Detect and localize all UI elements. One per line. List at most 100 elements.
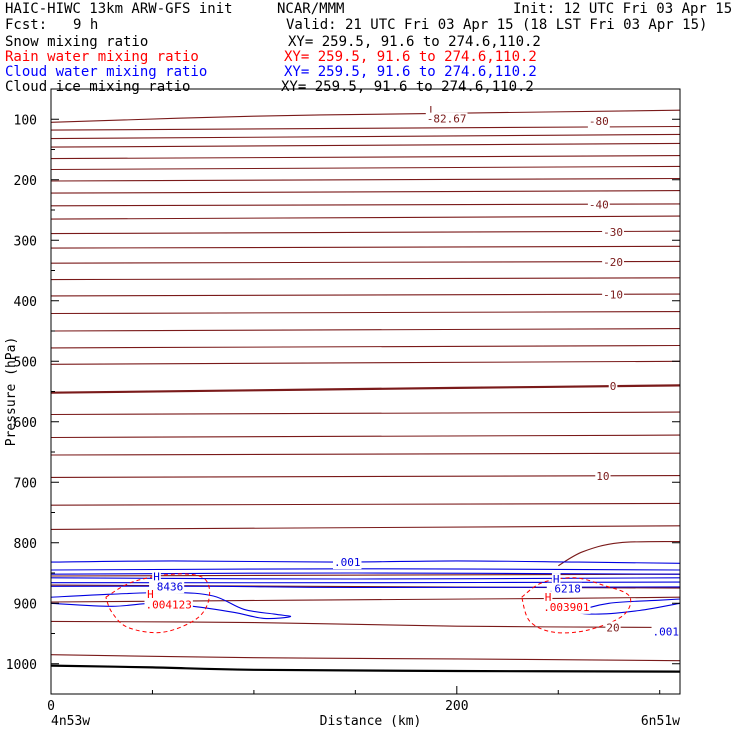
y-tick-label-600: 600 (14, 416, 37, 431)
annotation-temp-5: -20 (603, 256, 623, 269)
y-tick-label-1000: 1000 (6, 658, 37, 673)
annotation-temp-0: L (429, 104, 436, 117)
annotation-cloud-11: .8436 (150, 580, 183, 593)
snow-contour (51, 664, 680, 673)
annotation-bg-1 (425, 112, 468, 126)
annotation-bg-9 (605, 621, 621, 635)
isotherm-8 (51, 203, 680, 207)
isotherm-4 (51, 155, 680, 160)
isotherm-14 (51, 293, 680, 297)
annotation-bg-7 (608, 380, 618, 394)
cloud-water-contour-2 (51, 572, 680, 575)
y-tick-label-900: 900 (14, 597, 37, 612)
annotation-cloud-15: H (553, 573, 560, 586)
field-cloud-water-xy: XY= 259.5, 91.6 to 274.6,110.2 (284, 64, 537, 80)
y-tick-label-700: 700 (14, 476, 37, 491)
field-snow-name: Snow mixing ratio (5, 34, 149, 50)
isotherm-30 (51, 620, 680, 629)
annotation-bg-11 (149, 580, 185, 594)
isotherm-27 (51, 573, 680, 577)
annotation-bg-4 (602, 225, 624, 239)
annotation-cloud-10: H (153, 571, 160, 584)
isotherm-15 (51, 311, 680, 315)
annotation-bg-14 (332, 556, 362, 570)
annotation-temp-4: -30 (603, 226, 623, 239)
annotation-temp-8: 10 (596, 470, 609, 483)
annotation-layer: L-82.67 -80-40-30-20-1001020H.8436H.00412… (144, 104, 681, 639)
annotation-temp-9: 20 (606, 621, 619, 634)
isotherm-10 (51, 230, 680, 235)
annotation-bg-0 (428, 104, 438, 118)
field-cloud-ice-xy: XY= 259.5, 91.6 to 274.6,110.2 (281, 79, 534, 95)
isotherm-26 (558, 540, 680, 567)
annotation-cloud-14: .001 (334, 556, 361, 569)
field-rain-xy: XY= 259.5, 91.6 to 274.6,110.2 (284, 49, 537, 65)
field-cloud-water-name: Cloud water mixing ratio (5, 64, 208, 80)
isotherm-2 (51, 133, 680, 140)
forecast-hour: 9 h (73, 17, 99, 33)
cloud-water-contour-3 (51, 577, 680, 580)
annotation-rain-18: .003901 (543, 601, 589, 614)
annotation-bg-6 (602, 288, 624, 302)
isotherm-25 (51, 525, 680, 530)
x-tick-label-200: 200 (445, 699, 468, 714)
annotation-bg-12 (146, 588, 155, 602)
cloud-water-contour-1 (51, 568, 680, 571)
endpoint-left-label: 4n53w (51, 714, 90, 729)
isotherm-18 (51, 360, 680, 365)
annotation-bg-18 (542, 600, 591, 614)
annotation-temp-1: -82.67 (427, 113, 467, 126)
isotherm-7 (51, 190, 680, 194)
isotherm-12 (51, 260, 680, 264)
rain-contour-0 (105, 573, 211, 634)
isotherm-19 (51, 384, 680, 394)
field-cloud-ice-name: Cloud ice mixing ratio (5, 79, 191, 95)
init-time: Init: 12 UTC Fri 03 Apr 15 (513, 1, 733, 17)
annotation-temp-2: -80 (589, 115, 609, 128)
isotherm-9 (51, 215, 680, 220)
isotherm-17 (51, 344, 680, 349)
isotherm-5 (51, 165, 680, 171)
isotherm-0 (51, 109, 680, 123)
isotherm-3 (51, 142, 680, 148)
annotation-cloud-16: .6218 (548, 583, 581, 596)
isotherm-13 (51, 277, 680, 281)
plot-header: HAIC-HIWC 13km ARW-GFS init NCAR/MMM Ini… (0, 0, 740, 100)
annotation-bg-16 (546, 582, 582, 596)
endpoint-right-label: 6n51w (641, 714, 680, 729)
cloud-water-contour-4 (51, 581, 680, 584)
org-label: NCAR/MMM (277, 1, 345, 17)
x-tick-label-0: 0 (47, 699, 55, 714)
annotation-bg-10 (152, 570, 161, 584)
annotation-temp-6: -10 (603, 289, 623, 302)
isotherm-22 (51, 452, 680, 456)
isotherm-24 (51, 502, 680, 506)
x-axis-label: Distance (km) (320, 714, 422, 729)
isotherm-16 (51, 328, 680, 332)
field-snow-xy: XY= 259.5, 91.6 to 274.6,110.2 (288, 34, 541, 50)
snow-layer (51, 664, 680, 673)
isotherm-23 (51, 475, 680, 478)
annotation-bg-15 (551, 573, 561, 587)
annotation-bg-19 (651, 625, 681, 639)
valid-time: Valid: 21 UTC Fri 03 Apr 15 (18 LST Fri … (286, 17, 708, 33)
annotation-cloud-19: .001 (653, 626, 680, 639)
y-tick-label-100: 100 (14, 113, 37, 128)
y-tick-label-300: 300 (14, 234, 37, 249)
annotation-rain-12: H (147, 588, 154, 601)
isotherm-6 (51, 177, 680, 182)
rain-contour-1 (521, 577, 632, 634)
isotherm-1 (51, 125, 680, 131)
isotherm-21 (51, 434, 680, 439)
annotation-rain-13: .004123 (146, 598, 192, 611)
y-tick-label-200: 200 (14, 174, 37, 189)
forecast-label: Fcst: (5, 17, 48, 33)
model-title: HAIC-HIWC 13km ARW-GFS init (5, 1, 233, 17)
annotation-bg-2 (587, 115, 610, 129)
annotation-bg-13 (144, 598, 193, 612)
field-rain-name: Rain water mixing ratio (5, 49, 199, 65)
rain-layer (105, 573, 632, 634)
annotation-rain-17: H (545, 591, 552, 604)
isotherm-11 (51, 245, 680, 249)
